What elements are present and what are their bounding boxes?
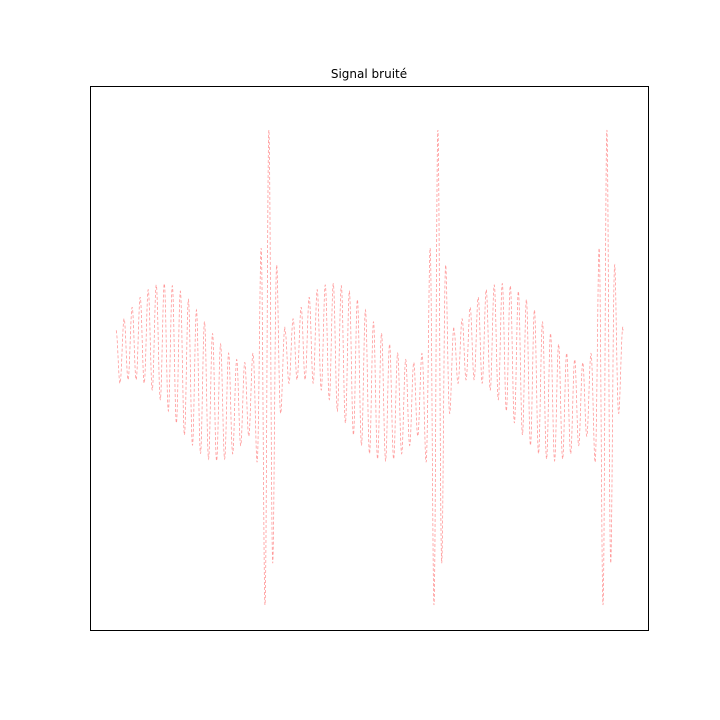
axes-frame: [90, 86, 649, 631]
chart-title: Signal bruité: [330, 67, 408, 81]
signal-line: [115, 129, 624, 606]
